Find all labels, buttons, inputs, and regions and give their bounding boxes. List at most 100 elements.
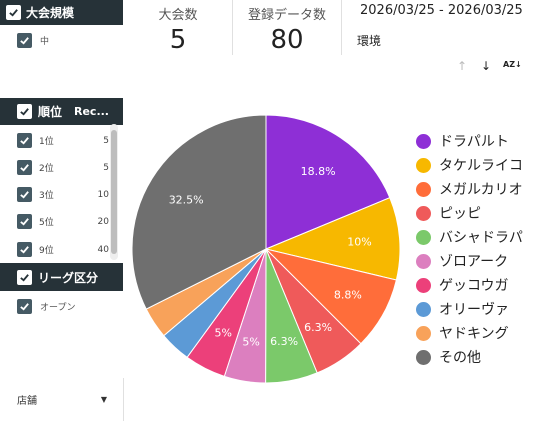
checkbox-icon[interactable] bbox=[17, 269, 32, 285]
pie-slice-label: 10% bbox=[347, 236, 371, 249]
legend-label: ゾロアーク bbox=[439, 254, 509, 270]
rank-row[interactable]: 9位 40 bbox=[0, 236, 110, 263]
rank-row[interactable]: 1位 5 bbox=[0, 127, 110, 154]
rank-count: 5 bbox=[103, 135, 109, 146]
date-range-picker[interactable]: 2026/03/25 - 2026/03/25 bbox=[360, 3, 523, 18]
filter-option-label: オープン bbox=[40, 302, 76, 313]
pie-slice[interactable] bbox=[186, 248, 267, 377]
legend-item[interactable]: ピッピ bbox=[416, 203, 481, 223]
checkbox-icon[interactable] bbox=[17, 187, 32, 202]
legend-swatch bbox=[416, 181, 431, 197]
legend-label: ドラパルト bbox=[439, 134, 509, 150]
legend-swatch bbox=[416, 325, 431, 341]
legend-item[interactable]: メガルカリオ bbox=[416, 179, 523, 199]
scorecard-value: 80 bbox=[270, 25, 304, 55]
filter-header-tournament-size[interactable]: 大会規模 bbox=[0, 0, 123, 25]
legend-swatch bbox=[416, 229, 431, 245]
pie-slice-label: 6.3% bbox=[270, 335, 298, 348]
pie-slice[interactable] bbox=[131, 114, 267, 310]
legend-item[interactable]: ヤドキング bbox=[416, 323, 509, 343]
filter-title: リーグ区分 bbox=[38, 270, 99, 285]
rank-row[interactable]: 3位 10 bbox=[0, 181, 110, 208]
legend-swatch bbox=[416, 205, 431, 221]
rank-label: 5位 bbox=[39, 218, 54, 228]
pie-slice-label: 5% bbox=[242, 336, 259, 349]
scorecard-label: 大会数 bbox=[158, 8, 198, 23]
checkbox-icon[interactable] bbox=[17, 298, 32, 314]
checkbox-icon[interactable] bbox=[17, 104, 32, 119]
rank-scroll-thumb[interactable] bbox=[111, 130, 117, 254]
legend-item[interactable]: バシャドラパ bbox=[416, 227, 523, 247]
sort-az-icon[interactable]: AZ↓ bbox=[503, 60, 522, 69]
pie-slice-label: 32.5% bbox=[169, 194, 204, 207]
filter-header-rank[interactable]: 順位 Rec... bbox=[0, 98, 123, 125]
environment-filter[interactable]: 環境 bbox=[357, 34, 382, 48]
pie-slice-label: 18.8% bbox=[301, 165, 336, 178]
store-divider bbox=[123, 378, 124, 421]
rank-count: 10 bbox=[97, 189, 109, 200]
arrow-down-icon[interactable]: ↓ bbox=[481, 59, 492, 73]
store-dropdown[interactable]: 店舗 ▼ bbox=[0, 378, 123, 420]
legend-swatch bbox=[416, 133, 431, 149]
checkbox-icon[interactable] bbox=[17, 133, 32, 148]
checkbox-icon[interactable] bbox=[17, 32, 32, 48]
pie-slice[interactable] bbox=[223, 248, 267, 384]
checkbox-icon[interactable] bbox=[17, 242, 32, 257]
checkbox-icon[interactable] bbox=[17, 160, 32, 175]
pie-slice[interactable] bbox=[265, 114, 391, 250]
legend-label: タケルライコ bbox=[439, 158, 523, 174]
pie-slice[interactable] bbox=[265, 248, 362, 374]
scorecard-divider bbox=[341, 0, 342, 55]
legend-item[interactable]: タケルライコ bbox=[416, 155, 523, 175]
filter-header-league[interactable]: リーグ区分 bbox=[0, 263, 123, 291]
filter-option-label: 中 bbox=[40, 36, 50, 47]
legend-label: ピッピ bbox=[439, 206, 481, 222]
rank-count: 40 bbox=[97, 244, 109, 255]
store-dropdown-label: 店舗 bbox=[17, 395, 37, 407]
legend-label: ゲッコウガ bbox=[439, 278, 509, 294]
legend-label: オリーヴァ bbox=[439, 302, 509, 318]
legend-swatch bbox=[416, 349, 431, 365]
legend-swatch bbox=[416, 277, 431, 293]
legend-swatch bbox=[416, 301, 431, 317]
filter-option-open[interactable]: オープン bbox=[0, 297, 75, 315]
pie-slice[interactable] bbox=[264, 197, 401, 281]
rank-label: 1位 bbox=[39, 137, 54, 147]
pie-slice[interactable] bbox=[264, 248, 397, 345]
pie-slice[interactable] bbox=[163, 248, 267, 359]
scorecard-tournament-count: 大会数 5 bbox=[124, 4, 232, 55]
checkbox-icon[interactable] bbox=[17, 214, 32, 229]
legend-swatch bbox=[416, 253, 431, 269]
filter-title: 大会規模 bbox=[26, 6, 75, 20]
legend-label: メガルカリオ bbox=[439, 182, 523, 198]
scorecard-record-count: 登録データ数 80 bbox=[233, 4, 341, 55]
pie-slice-label: 5% bbox=[215, 327, 232, 340]
scorecard-value: 5 bbox=[169, 25, 187, 55]
legend-item[interactable]: ゾロアーク bbox=[416, 251, 508, 271]
scorecard-label: 登録データ数 bbox=[247, 8, 326, 23]
checkbox-icon[interactable] bbox=[6, 5, 21, 20]
scorecard-divider bbox=[232, 0, 233, 55]
caret-down-icon: ▼ bbox=[100, 394, 107, 404]
rank-label: 9位 bbox=[39, 246, 54, 256]
filter-option-medium[interactable]: 中 bbox=[0, 31, 49, 49]
legend-item[interactable]: ゲッコウガ bbox=[416, 275, 508, 295]
rank-row[interactable]: 5位 20 bbox=[0, 208, 110, 235]
rank-label: 2位 bbox=[39, 164, 54, 174]
pie-slice[interactable] bbox=[145, 248, 267, 337]
pie-slice-label: 6.3% bbox=[304, 321, 332, 334]
pie-slice-label: 8.8% bbox=[334, 289, 362, 302]
rank-count: 5 bbox=[103, 162, 109, 173]
rank-row[interactable]: 2位 5 bbox=[0, 154, 110, 181]
rank-label: 3位 bbox=[39, 191, 54, 201]
column-header-record-count[interactable]: Rec... bbox=[74, 105, 109, 118]
legend-label: その他 bbox=[439, 350, 481, 366]
legend-label: ヤドキング bbox=[439, 326, 509, 342]
pie-slice[interactable] bbox=[265, 248, 318, 384]
rank-count: 20 bbox=[97, 216, 109, 227]
legend-item[interactable]: ドラパルト bbox=[416, 131, 509, 151]
legend-item[interactable]: その他 bbox=[416, 347, 481, 367]
arrow-up-icon[interactable]: ↑ bbox=[457, 59, 468, 73]
filter-title: 順位 bbox=[38, 105, 63, 119]
legend-item[interactable]: オリーヴァ bbox=[416, 299, 509, 319]
